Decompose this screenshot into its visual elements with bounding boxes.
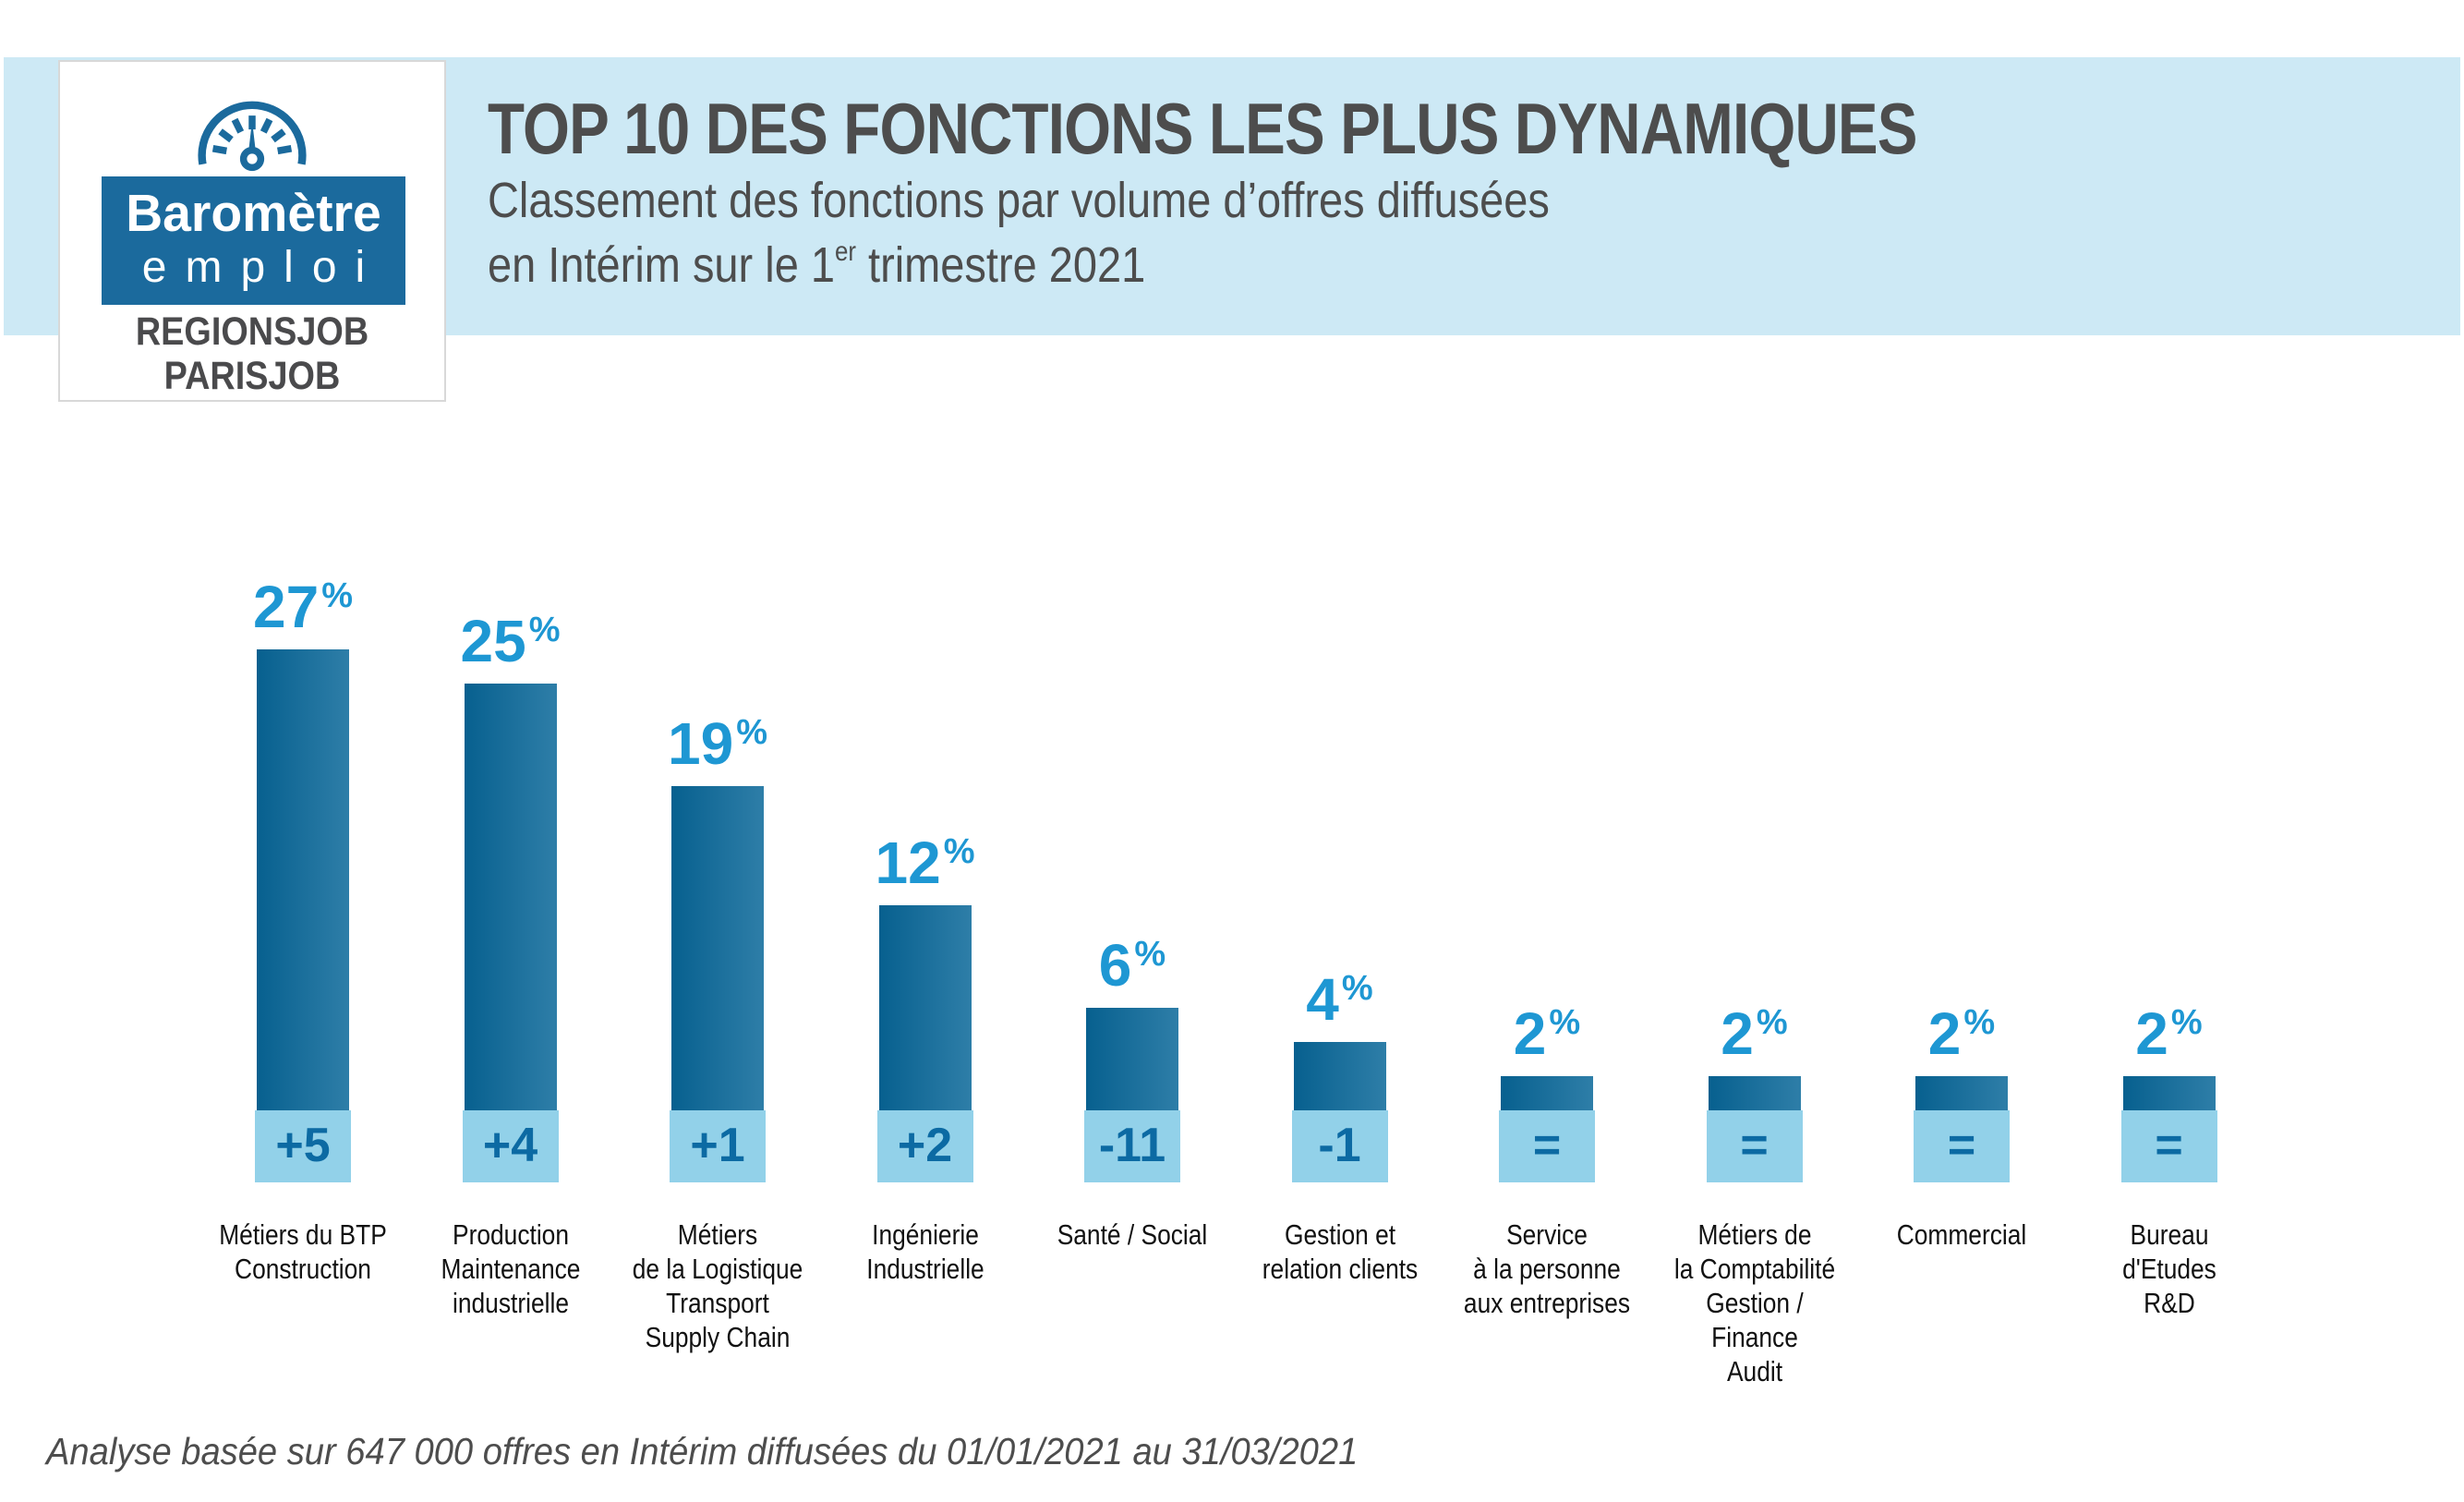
delta-badge: +2 [876,1110,973,1182]
bar [1501,1076,1593,1110]
logo-emploi-text: emploi [141,243,384,292]
category-label: Service à la personne aux entreprises [1463,1218,1631,1319]
bar [1086,1008,1178,1110]
category-label: Commercial [1896,1218,2027,1251]
category-label: Métiers de la Comptabilité Gestion / Finan… [1673,1218,1835,1387]
chart-column: 2% = Bureau d'Etudes R&D [2065,0,2274,1386]
chart-column: 19% +1 Métiers de la Logistique Transport Sup… [613,0,822,1386]
logo-brands: REGIONSJOB PARISJOB [60,309,444,398]
value-label: 2% [1721,1000,1788,1067]
bar [671,785,764,1110]
bar [1293,1042,1386,1110]
logo-barometre-text: Baromètre [126,184,381,243]
category-label: Bureau d'Etudes R&D [2121,1218,2216,1319]
chart-column: 25% +4 Production Maintenance industrielle [406,0,615,1386]
bar [1708,1076,1801,1110]
value-label: 27% [253,573,353,640]
category-label: Santé / Social [1057,1218,1208,1251]
value-label: 2% [2135,1000,2203,1067]
delta-badge: = [2120,1110,2217,1182]
logo-wordmark: Baromètre emploi [102,176,405,305]
delta-badge: +4 [462,1110,559,1182]
category-label: Métiers de la Logistique Transport Supply C… [632,1218,803,1353]
category-label: Métiers du BTP Construction [219,1218,387,1285]
logo: Baromètre emploi REGIONSJOB PARISJOB [58,60,446,402]
footer-note: Analyse basée sur 647 000 offres en Inté… [46,1430,1359,1472]
page-title: TOP 10 DES FONCTIONS LES PLUS DYNAMIQUES [488,88,1917,169]
subtitle-line1: Classement des fonctions par volume d’of… [488,173,1550,228]
chart-column: 12% +2 Ingénierie Industrielle [821,0,1030,1386]
chart-column: 2% = Commercial [1857,0,2066,1386]
delta-badge: = [1499,1110,1595,1182]
bar [257,648,349,1110]
category-label: Ingénierie Industrielle [865,1218,984,1285]
delta-badge: +1 [670,1110,766,1182]
chart-column: 6% -11 Santé / Social [1028,0,1237,1386]
gauge-icon [198,101,307,172]
subtitle-line2-prefix: en Intérim sur le 1 [488,237,836,293]
value-label: 2% [1513,1000,1581,1067]
value-label: 25% [460,607,561,674]
bar [2122,1076,2216,1110]
logo-regionsjob-text: REGIONSJOB [135,309,369,354]
logo-parisjob-text: PARISJOB [163,354,341,398]
value-label: 19% [668,709,767,777]
chart-column: 2% = Métiers de la Comptabilité Gestion / Fi… [1650,0,1859,1387]
category-label: Gestion et relation clients [1262,1218,1418,1285]
subtitle-line2: en Intérim sur le 1er trimestre 2021 [488,236,1145,294]
value-label: 2% [1927,1000,1996,1067]
delta-badge: = [1914,1110,2010,1182]
delta-badge: = [1706,1110,1803,1182]
bar [464,683,557,1110]
subtitle-line2-ordinal: er [835,236,856,267]
delta-badge: -1 [1291,1110,1388,1182]
bar [878,905,972,1110]
delta-badge: -11 [1084,1110,1180,1182]
delta-badge: +5 [255,1110,351,1182]
subtitle-line2-suffix: trimestre 2021 [855,237,1146,293]
value-label: 12% [875,830,975,896]
bar [1915,1076,2008,1110]
chart-column: 27% +5 Métiers du BTP Construction [199,0,407,1386]
chart-column: 2% = Service à la personne aux entreprises [1443,0,1651,1386]
category-label: Production Maintenance industrielle [441,1218,580,1319]
value-label: 4% [1306,966,1373,1033]
chart-column: 4% -1 Gestion et relation clients [1236,0,1444,1386]
value-label: 6% [1098,932,1166,999]
